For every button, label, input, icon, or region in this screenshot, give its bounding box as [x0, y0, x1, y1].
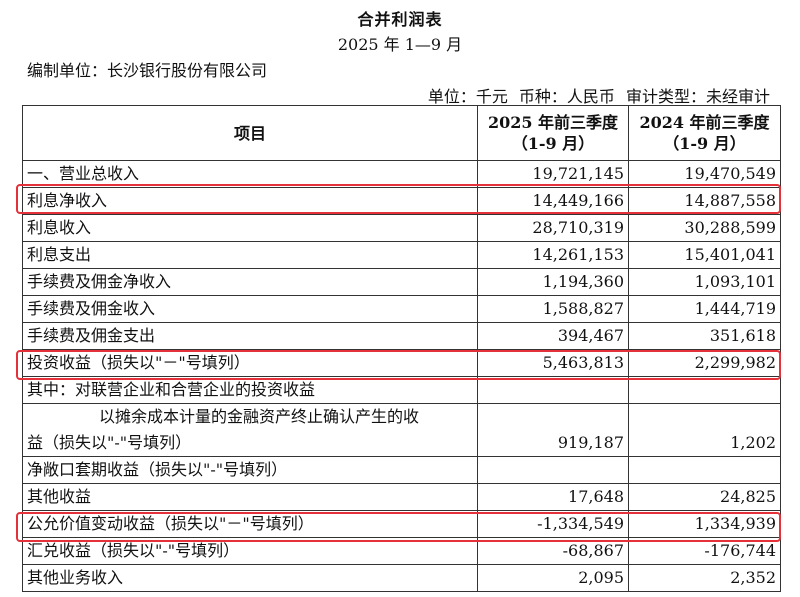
- row-label-multiline: 以摊余成本计量的金融资产终止确认产生的收 益（损失以"-"号填列）: [22, 403, 478, 457]
- value-2024: 1,093,101: [628, 268, 781, 296]
- table-row: 其他收益 17,648 24,825: [22, 483, 781, 511]
- value-2024: 24,825: [628, 483, 781, 511]
- table-row: 其他业务收入 2,095 2,352: [22, 564, 781, 592]
- statement-period: 2025 年 1—9 月: [337, 35, 463, 54]
- unit-currency-audit-info: 单位：千元 币种：人民币 审计类型：未经审计: [427, 87, 770, 106]
- header-2024: 2024 年前三季度 （1-9 月）: [628, 105, 781, 161]
- table-header-row: 项目 2025 年前三季度 （1-9 月） 2024 年前三季度 （1-9 月）: [22, 105, 781, 161]
- table-row: 手续费及佣金收入 1,588,827 1,444,719: [22, 295, 781, 323]
- row-label: 利息净收入: [22, 187, 478, 215]
- value-2025: [477, 456, 629, 484]
- value-2025: 28,710,319: [477, 214, 629, 242]
- header-item: 项目: [22, 105, 478, 161]
- value-2024: 14,887,558: [628, 187, 781, 215]
- table-row: 净敞口套期收益（损失以"-"号填列）: [22, 456, 781, 484]
- value-2025: [477, 376, 629, 404]
- row-label-line2: 益（损失以"-"号填列）: [27, 433, 192, 452]
- table-row: 利息收入 28,710,319 30,288,599: [22, 214, 781, 242]
- header-2025-line1: 2025 年前三季度: [487, 113, 619, 132]
- value-2025: 2,095: [477, 564, 629, 592]
- row-label: 利息支出: [22, 241, 478, 269]
- value-2024: 19,470,549: [628, 160, 781, 188]
- value-2025: 5,463,813: [477, 349, 629, 377]
- value-2024: 2,352: [628, 564, 781, 592]
- table-row: 一、营业总收入 19,721,145 19,470,549: [22, 160, 781, 188]
- header-2025-line2: （1-9 月）: [511, 134, 595, 153]
- row-label: 其他收益: [22, 483, 478, 511]
- statement-title: 合并利润表: [357, 10, 443, 29]
- table-row: 汇兑收益（损失以"-"号填列） -68,867 -176,744: [22, 537, 781, 565]
- value-2024: 1,444,719: [628, 295, 781, 323]
- value-2025: 14,261,153: [477, 241, 629, 269]
- header-2024-line1: 2024 年前三季度: [639, 113, 770, 132]
- income-statement-table: 项目 2025 年前三季度 （1-9 月） 2024 年前三季度 （1-9 月）…: [22, 105, 781, 592]
- value-2024: -176,744: [628, 537, 781, 565]
- value-2024: 30,288,599: [628, 214, 781, 242]
- row-label: 汇兑收益（损失以"-"号填列）: [22, 537, 478, 565]
- reporting-unit: 编制单位：长沙银行股份有限公司: [27, 61, 268, 80]
- row-label: 手续费及佣金收入: [22, 295, 478, 323]
- row-label: 利息收入: [22, 214, 478, 242]
- value-2025: 394,467: [477, 322, 629, 350]
- table-row: 手续费及佣金净收入 1,194,360 1,093,101: [22, 268, 781, 296]
- table-row: 手续费及佣金支出 394,467 351,618: [22, 322, 781, 350]
- header-2025: 2025 年前三季度 （1-9 月）: [477, 105, 629, 161]
- header-item-label: 项目: [233, 123, 266, 143]
- row-label: 一、营业总收入: [22, 160, 478, 188]
- row-label: 手续费及佣金净收入: [22, 268, 478, 296]
- header-2024-line2: （1-9 月）: [663, 134, 746, 153]
- value-2025: -1,334,549: [477, 510, 629, 538]
- row-label: 手续费及佣金支出: [22, 322, 478, 350]
- value-2025: 19,721,145: [477, 160, 629, 188]
- row-label: 其中：对联营企业和合营企业的投资收益: [22, 376, 478, 404]
- row-label: 其他业务收入: [22, 564, 478, 592]
- table-row: 其中：对联营企业和合营企业的投资收益: [22, 376, 781, 404]
- value-2025: 1,588,827: [477, 295, 629, 323]
- value-2025: 17,648: [477, 483, 629, 511]
- table-row: 以摊余成本计量的金融资产终止确认产生的收 益（损失以"-"号填列） 919,18…: [22, 403, 781, 457]
- row-label-line1: 以摊余成本计量的金融资产终止确认产生的收: [99, 407, 420, 426]
- value-2024: 1,202: [628, 403, 781, 457]
- row-label: 净敞口套期收益（损失以"-"号填列）: [22, 456, 478, 484]
- table-row: 公允价值变动收益（损失以"－"号填列） -1,334,549 1,334,939: [22, 510, 781, 538]
- value-2024: 1,334,939: [628, 510, 781, 538]
- table-row: 利息支出 14,261,153 15,401,041: [22, 241, 781, 269]
- value-2024: 351,618: [628, 322, 781, 350]
- value-2025: 1,194,360: [477, 268, 629, 296]
- row-label: 投资收益（损失以"－"号填列）: [22, 349, 478, 377]
- table-row: 投资收益（损失以"－"号填列） 5,463,813 2,299,982: [22, 349, 781, 377]
- value-2024: [628, 376, 781, 404]
- table-row: 利息净收入 14,449,166 14,887,558: [22, 187, 781, 215]
- value-2025: 14,449,166: [477, 187, 629, 215]
- value-2025: 919,187: [477, 403, 629, 457]
- value-2024: 2,299,982: [628, 349, 781, 377]
- value-2024: [628, 456, 781, 484]
- row-label: 公允价值变动收益（损失以"－"号填列）: [22, 510, 478, 538]
- value-2025: -68,867: [477, 537, 629, 565]
- value-2024: 15,401,041: [628, 241, 781, 269]
